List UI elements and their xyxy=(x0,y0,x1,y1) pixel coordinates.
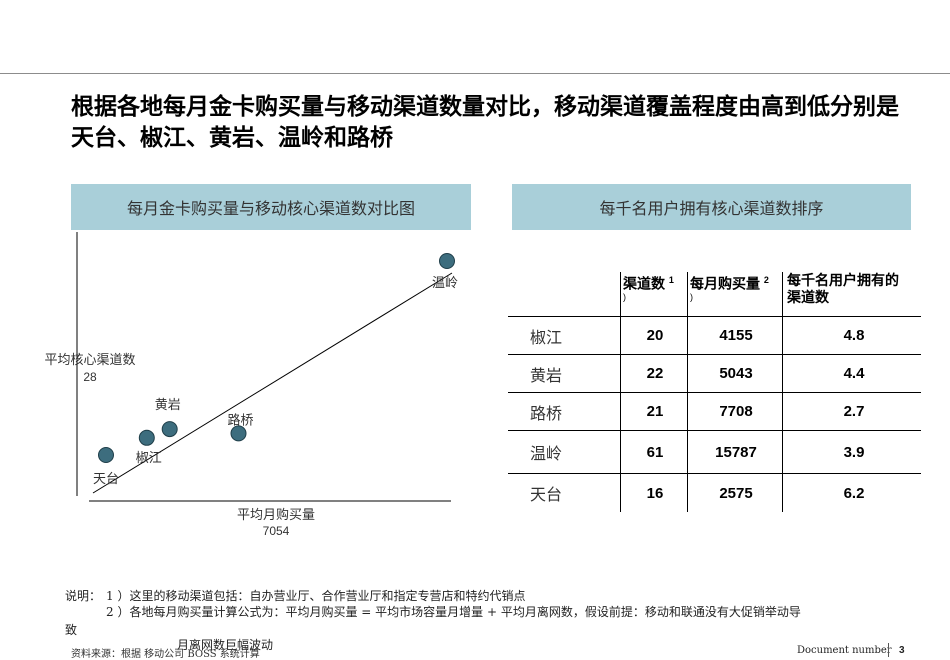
table-row: 椒江 20 4155 4.8 xyxy=(508,316,921,355)
row-city: 椒江 xyxy=(508,316,621,355)
row-monthly: 4155 xyxy=(687,316,783,355)
row-monthly: 7708 xyxy=(687,392,783,431)
header-channels-paren: ) xyxy=(623,291,626,302)
document-number: Document number xyxy=(797,645,892,656)
header-per-thousand-label: 每千名用户拥有的渠道数 xyxy=(787,272,899,305)
y-axis-value: 28 xyxy=(83,370,97,384)
notes-prefix: 说明： xyxy=(65,589,102,603)
row-per-thousand: 4.8 xyxy=(782,316,921,355)
row-city: 天台 xyxy=(530,485,563,504)
note-line-2: 2 ）各地每月购买量计算公式为：平均月购买量 = 平均市场容量月增量 + 平均月… xyxy=(106,605,801,619)
right-panel-header: 每千名用户拥有核心渠道数排序 xyxy=(512,184,911,230)
header-channels-note: 1 xyxy=(668,275,674,285)
header-blank xyxy=(508,272,621,317)
data-point-label: 黄岩 xyxy=(155,398,181,413)
row-per-thousand: 3.9 xyxy=(782,430,921,474)
top-divider xyxy=(0,73,950,74)
header-channels-label: 渠道数 xyxy=(623,275,665,292)
data-point xyxy=(98,447,114,463)
y-axis-label: 平均核心渠道数 xyxy=(44,353,135,368)
page-title: 根据各地每月金卡购买量与移动渠道数量对比，移动渠道覆盖程度由高到低分别是天台、椒… xyxy=(71,94,899,151)
note-line-1: 1 ）这里的移动渠道包括：自办营业厅、合作营业厅和指定专营店和特约代销点 xyxy=(106,589,526,603)
data-point xyxy=(161,421,178,438)
page-number: 3 xyxy=(899,645,905,656)
table-row: 黄岩 22 5043 4.4 xyxy=(508,354,921,393)
left-panel-header: 每月金卡购买量与移动核心渠道数对比图 xyxy=(71,184,471,230)
header-monthly: 每月购买量 2 ) xyxy=(687,272,783,317)
x-axis-label: 平均月购买量 xyxy=(237,507,315,523)
x-axis-value: 7054 xyxy=(263,524,290,538)
row-per-thousand: 4.4 xyxy=(782,354,921,393)
data-point-label: 路桥 xyxy=(227,412,253,428)
note-line-3: 致 xyxy=(65,623,78,637)
row-city: 温岭 xyxy=(508,430,621,474)
ranking-table: 渠道数 1 ) 每月购买量 2 ) 每千名用户拥有的渠道数 椒江 20 4155… xyxy=(508,272,921,512)
header-channels: 渠道数 1 ) xyxy=(620,272,688,317)
footer-divider xyxy=(888,643,889,657)
trend-line xyxy=(92,272,453,494)
row-channels: 16 xyxy=(620,473,688,512)
header-per-thousand: 每千名用户拥有的渠道数 xyxy=(782,272,921,317)
header-monthly-note: 2 xyxy=(763,275,769,285)
data-point-label: 椒江 xyxy=(136,451,162,466)
row-per-thousand: 2.7 xyxy=(782,392,921,431)
data-point xyxy=(439,253,455,269)
row-channels: 20 xyxy=(620,316,688,355)
row-per-thousand: 6.2 xyxy=(782,473,921,512)
header-monthly-label: 每月购买量 xyxy=(690,275,760,292)
data-point-label: 天台 xyxy=(93,472,119,487)
data-point xyxy=(230,425,247,442)
table-row: 温岭 61 15787 3.9 xyxy=(508,430,921,474)
table-row: 天台 16 2575 6.2 xyxy=(508,473,921,512)
data-point-label: 温岭 xyxy=(432,276,458,291)
row-channels: 61 xyxy=(620,430,688,474)
row-monthly: 15787 xyxy=(687,430,783,474)
row-monthly: 5043 xyxy=(687,354,783,393)
row-monthly: 2575 xyxy=(687,473,783,512)
table-header-row: 渠道数 1 ) 每月购买量 2 ) 每千名用户拥有的渠道数 xyxy=(508,272,921,317)
row-city: 路桥 xyxy=(508,392,621,431)
source-note: 资料来源：根据 移动公司 BOSS 系统计算 xyxy=(71,649,260,660)
table-row: 路桥 21 7708 2.7 xyxy=(508,392,921,431)
row-channels: 22 xyxy=(620,354,688,393)
header-monthly-paren: ) xyxy=(690,291,693,302)
note-line-4: 月离网数巨幅波动 xyxy=(177,638,274,652)
data-point xyxy=(138,429,155,446)
row-channels: 21 xyxy=(620,392,688,431)
row-city: 黄岩 xyxy=(508,354,621,393)
